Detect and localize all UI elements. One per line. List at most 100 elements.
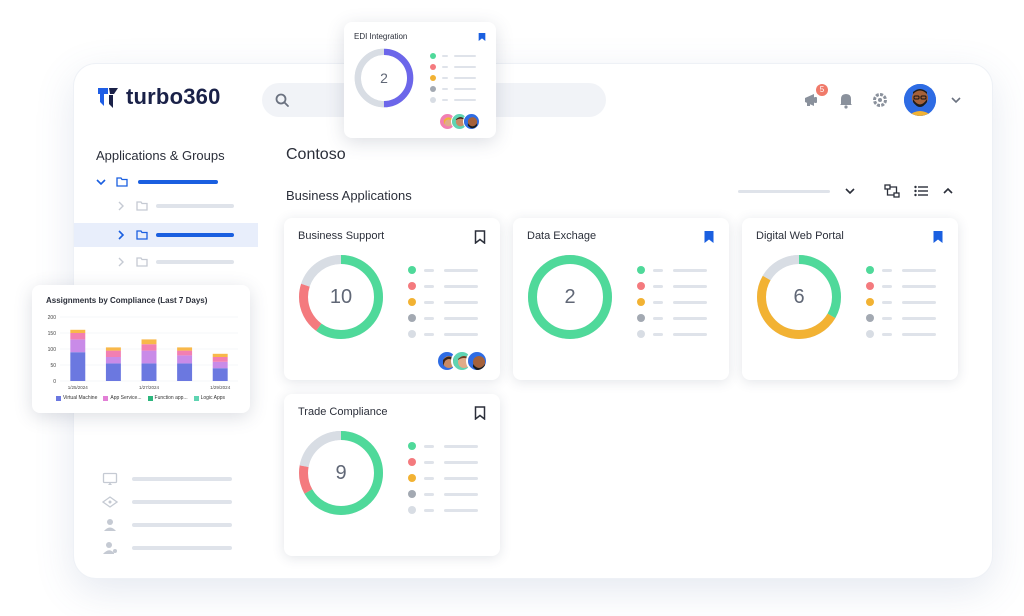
bookmark-icon[interactable] (932, 230, 944, 244)
edi-integration-card[interactable]: EDI Integration 2 (344, 22, 496, 138)
legend-row (408, 310, 478, 326)
page-title: Contoso (286, 146, 346, 163)
status-donut-chart (299, 255, 383, 339)
tree-item-label (156, 260, 234, 264)
status-dot (637, 330, 645, 338)
bar-segment (141, 350, 157, 364)
tree-item-root[interactable] (74, 170, 258, 194)
notification-badge: 5 (816, 84, 828, 96)
nav-item-label (132, 500, 232, 504)
owner-avatars[interactable] (436, 350, 488, 372)
donut-segment (299, 255, 383, 339)
legend-count-placeholder (442, 98, 448, 101)
megaphone-icon (805, 94, 817, 106)
bookmark-icon[interactable] (474, 230, 486, 244)
bar-segment (177, 347, 193, 351)
avatar (466, 350, 488, 372)
legend-count-placeholder (882, 300, 892, 304)
nav-item-monitor[interactable] (102, 472, 232, 486)
folder-icon (136, 230, 148, 240)
legend-count-placeholder (882, 284, 892, 288)
legend-count-placeholder (424, 492, 434, 496)
folder-icon (116, 177, 128, 187)
legend-count-placeholder (424, 300, 434, 304)
status-dot (408, 458, 416, 466)
legend-row (408, 454, 478, 470)
legend-label: Function app... (154, 395, 188, 401)
status-donut-chart (757, 255, 841, 339)
status-dot (408, 474, 416, 482)
legend-count-placeholder (882, 316, 892, 320)
donut-count: 9 (335, 461, 347, 484)
chevron-right-icon[interactable] (116, 230, 126, 240)
chevron-down-icon[interactable] (844, 185, 856, 197)
legend-label-placeholder (454, 65, 476, 68)
compliance-chart-card: Assignments by Compliance (Last 7 Days) … (32, 285, 250, 413)
notifications-button[interactable] (836, 90, 856, 110)
status-dot (408, 490, 416, 498)
app-card[interactable]: Digital Web Portal 6 (742, 218, 958, 380)
bar-segment (70, 339, 86, 353)
legend-label-placeholder (454, 76, 476, 79)
legend-count-placeholder (424, 268, 434, 272)
legend-label-placeholder (673, 300, 707, 304)
app-card[interactable]: Data Exchage 2 (513, 218, 729, 380)
owner-avatars[interactable] (439, 113, 480, 130)
legend-count-placeholder (442, 65, 448, 68)
section-toolbar (738, 184, 954, 198)
tree-item[interactable] (74, 250, 258, 274)
y-tick-label: 200 (48, 315, 57, 321)
legend-row (866, 278, 936, 294)
bookmark-icon[interactable] (703, 230, 715, 244)
filter-dropdown[interactable] (738, 189, 830, 193)
bookmark-icon[interactable] (478, 32, 486, 42)
status-dot (408, 266, 416, 274)
tree-item-selected[interactable] (74, 223, 258, 247)
legend-label-placeholder (444, 444, 478, 448)
stacked-bar-chart: 200 150 100 50 0 1/25/2024 1/27/2024 1/29/2024 (48, 315, 238, 390)
chevron-down-icon[interactable] (96, 177, 106, 187)
bar-segment (212, 357, 228, 362)
nav-item-compliance[interactable] (102, 495, 232, 509)
app-card[interactable]: Trade Compliance 9 (284, 394, 500, 556)
legend-swatch (193, 395, 199, 401)
bar-segment (212, 361, 228, 369)
bar-segment (177, 355, 193, 364)
legend-label-placeholder (673, 332, 707, 336)
app-card[interactable]: Business Support 10 (284, 218, 500, 380)
nav-item-user-settings[interactable] (102, 541, 232, 555)
chevron-down-icon[interactable] (950, 94, 962, 106)
user-avatar-icon (904, 84, 936, 116)
chevron-right-icon[interactable] (116, 257, 126, 267)
legend-label-placeholder (444, 332, 478, 336)
legend-row (430, 50, 476, 61)
nav-item-users[interactable] (102, 518, 232, 532)
section-title: Business Applications (286, 188, 412, 203)
legend-label-placeholder (444, 508, 478, 512)
chart-legend-item: App Service... (103, 395, 142, 401)
legend-count-placeholder (653, 300, 663, 304)
user-avatar[interactable] (904, 84, 936, 116)
tree-item-label (138, 180, 218, 184)
legend-count-placeholder (424, 332, 434, 336)
legend-row (866, 294, 936, 310)
logo[interactable]: turbo360 (96, 84, 221, 110)
legend-label-placeholder (454, 87, 476, 90)
chevron-right-icon[interactable] (116, 201, 126, 211)
announcement-button[interactable]: 5 (802, 84, 828, 110)
settings-button[interactable] (870, 90, 890, 110)
legend-label: App Service... (110, 395, 142, 401)
bar-segment (70, 352, 86, 381)
list-view-icon[interactable] (914, 185, 928, 197)
bookmark-icon[interactable] (474, 406, 486, 420)
app-window: turbo360 5 (74, 64, 992, 578)
status-dot (408, 442, 416, 450)
chevron-up-icon[interactable] (942, 185, 954, 197)
legend-swatch (103, 395, 109, 401)
folder-icon (136, 201, 148, 211)
status-dot (637, 282, 645, 290)
tree-item[interactable] (74, 194, 258, 218)
legend-count-placeholder (653, 284, 663, 288)
legend-count-placeholder (882, 332, 892, 336)
hierarchy-view-icon[interactable] (884, 184, 900, 198)
